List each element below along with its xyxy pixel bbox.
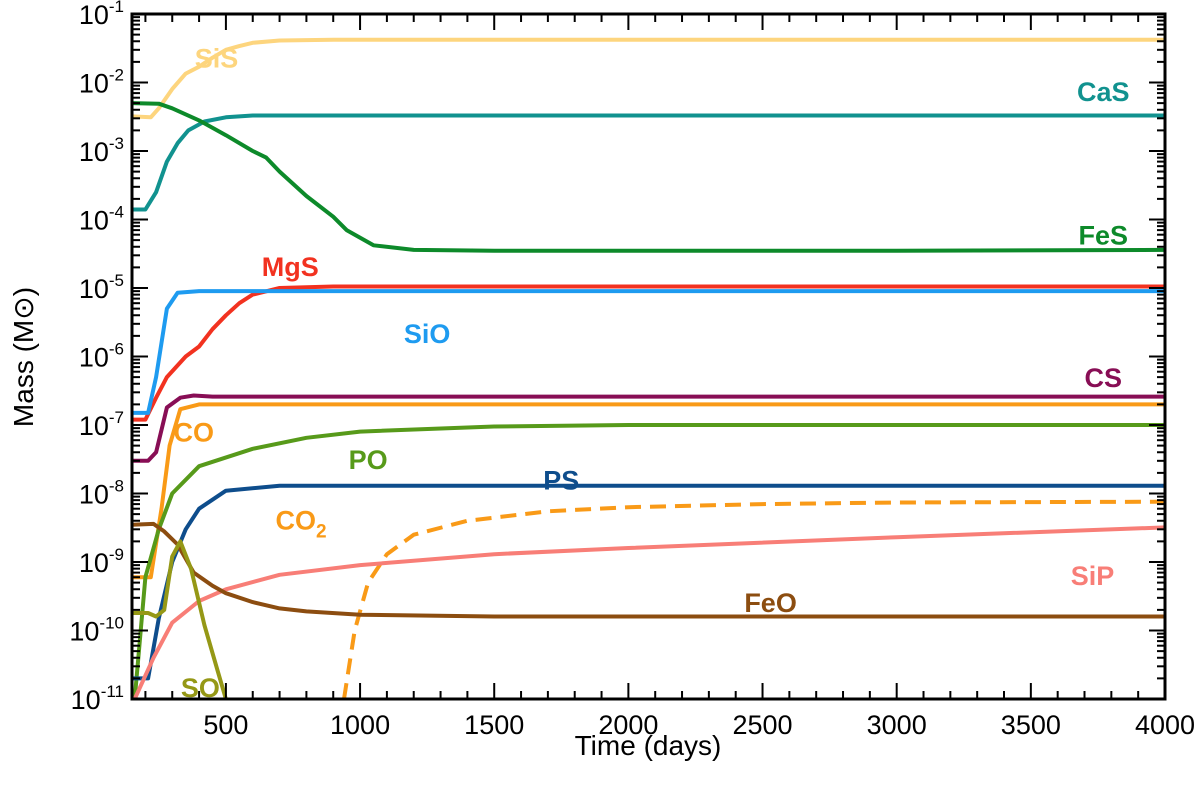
series-line-cs <box>132 393 1165 463</box>
y-tick-base: 10 <box>79 480 109 510</box>
series-label-po: PO <box>349 445 388 475</box>
y-tick-exponent: -9 <box>109 545 124 564</box>
y-axis-label-text: Mass (M <box>8 320 39 427</box>
series-label-text: PO <box>349 445 388 475</box>
y-tick-label: 10-2 <box>79 66 124 99</box>
y-tick-label: 10-8 <box>79 477 124 510</box>
tick-layer: 500 1000 1500 2000 2500 3000 3500 400010-110-21… <box>69 0 1195 740</box>
x-tick-label: 3500 <box>1001 710 1061 740</box>
series-label-text: CaS <box>1077 77 1130 107</box>
x-tick-label: 2500 <box>732 710 792 740</box>
series-label-text: FeS <box>1079 221 1129 251</box>
series-label-cas: CaS <box>1077 77 1130 107</box>
series-label-co2: CO2 <box>275 505 326 542</box>
series-line-po <box>132 423 1165 699</box>
y-tick-exponent: -1 <box>109 0 124 16</box>
series-label-text: SO <box>181 673 220 703</box>
series-label-text: SiS <box>195 44 239 74</box>
y-tick-label: 10-9 <box>79 545 124 578</box>
series-label-so: SO <box>181 673 220 703</box>
y-tick-exponent: -5 <box>109 271 124 290</box>
y-tick-base: 10 <box>79 548 109 578</box>
y-tick-label: 10-11 <box>71 682 124 715</box>
x-tick-label: 1500 <box>464 710 524 740</box>
series-line-sio <box>132 289 1165 415</box>
y-tick-base: 10 <box>71 685 101 715</box>
series-layer <box>132 37 1165 699</box>
y-tick-label: 10-7 <box>79 408 124 441</box>
y-tick-base: 10 <box>79 69 109 99</box>
series-line-co <box>132 402 1165 580</box>
series-label-feo: FeO <box>744 588 797 618</box>
y-tick-base: 10 <box>79 274 109 304</box>
y-tick-base: 10 <box>79 206 109 236</box>
series-label-text: FeO <box>744 588 797 618</box>
y-tick-exponent: -2 <box>109 66 124 85</box>
series-label-text: CO <box>173 418 214 448</box>
series-label-sio: SiO <box>404 319 451 349</box>
series-line-feo <box>132 521 1165 619</box>
series-line-so <box>132 539 228 699</box>
series-line-sis <box>132 37 1165 120</box>
series-label-text: MgS <box>262 252 319 282</box>
y-tick-exponent: -4 <box>109 203 124 222</box>
y-tick-exponent: -3 <box>109 134 124 153</box>
x-tick-label: 3000 <box>867 710 927 740</box>
series-label-fes: FeS <box>1079 221 1129 251</box>
y-tick-exponent: -7 <box>109 408 124 427</box>
series-line-cas <box>132 113 1165 212</box>
y-tick-exponent: -10 <box>99 614 124 633</box>
series-label-co: CO <box>173 418 214 448</box>
x-tick-label: 4000 <box>1135 710 1195 740</box>
y-tick-base: 10 <box>79 411 109 441</box>
y-axis-label: Mass (M⊙) <box>8 287 39 427</box>
y-tick-label: 10-3 <box>79 134 124 167</box>
y-tick-base: 10 <box>79 343 109 373</box>
sun-symbol: ⊙ <box>8 296 39 319</box>
series-label-subscript: 2 <box>316 521 327 542</box>
series-label-text: PS <box>543 466 579 496</box>
series-label-text: CS <box>1085 363 1123 393</box>
series-label-text: CO <box>275 505 316 535</box>
y-tick-label: 10-1 <box>79 0 124 30</box>
series-label-cs: CS <box>1085 363 1123 393</box>
series-label-sip: SiP <box>1071 561 1115 591</box>
x-tick-label: 2000 <box>598 710 658 740</box>
x-tick-label: 500 <box>203 710 248 740</box>
y-axis-label-close: ) <box>8 287 39 296</box>
series-line-fes <box>132 101 1165 253</box>
series-label-text: SiP <box>1071 561 1115 591</box>
y-tick-base: 10 <box>79 0 109 30</box>
series-line-sip <box>132 525 1165 699</box>
y-tick-label: 10-5 <box>79 271 124 304</box>
series-label-ps: PS <box>543 466 579 496</box>
y-tick-label: 10-6 <box>79 340 124 373</box>
series-line-mgs <box>132 284 1165 422</box>
y-tick-base: 10 <box>69 617 99 647</box>
y-tick-exponent: -6 <box>109 340 124 359</box>
y-tick-base: 10 <box>79 137 109 167</box>
y-tick-label: 10-4 <box>79 203 124 236</box>
series-label-mgs: MgS <box>262 252 319 282</box>
series-label-sis: SiS <box>195 44 239 74</box>
series-label-text: SiO <box>404 319 451 349</box>
y-tick-label: 10-10 <box>69 614 124 647</box>
x-axis-label: Time (days) <box>575 730 722 761</box>
y-tick-exponent: -8 <box>109 477 124 496</box>
x-tick-label: 1000 <box>330 710 390 740</box>
y-tick-exponent: -11 <box>101 682 124 701</box>
series-line-co2 <box>342 499 1165 699</box>
